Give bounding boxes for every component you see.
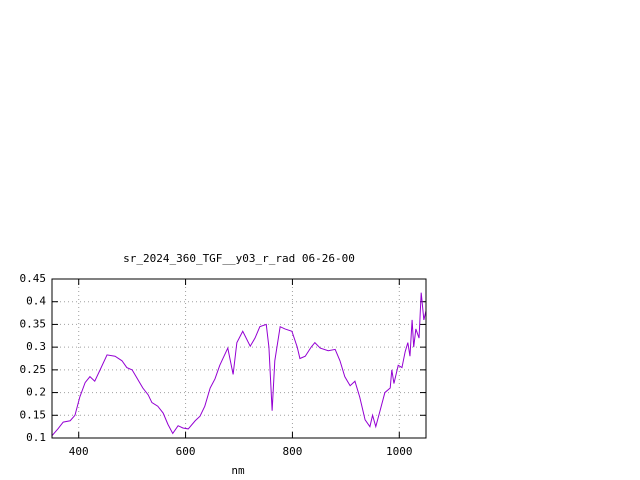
x-axis-label: nm — [231, 464, 245, 477]
y-tick-label: 0.35 — [20, 317, 47, 330]
y-tick-label: 0.45 — [20, 272, 47, 285]
y-tick-label: 0.25 — [20, 363, 47, 376]
x-tick-label: 600 — [176, 445, 196, 458]
y-tick-label: 0.2 — [26, 386, 46, 399]
x-tick-label: 400 — [69, 445, 89, 458]
y-tick-label: 0.3 — [26, 340, 46, 353]
chart-title: sr_2024_360_TGF__y03_r_rad 06-26-00 — [123, 252, 355, 265]
plot-border — [51, 278, 427, 439]
x-tick-label: 1000 — [386, 445, 413, 458]
y-tick-label: 0.4 — [26, 295, 46, 308]
x-tick-label: 800 — [282, 445, 302, 458]
y-tick-label: 0.1 — [26, 431, 46, 444]
y-tick-label: 0.15 — [20, 408, 47, 421]
data-line — [51, 292, 427, 437]
